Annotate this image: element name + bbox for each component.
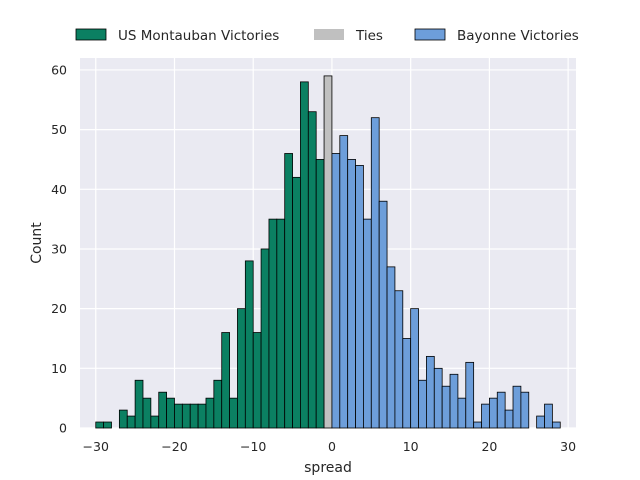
histogram-bar [410,308,419,429]
histogram-bar [457,397,467,429]
histogram-bar [315,159,325,429]
x-tick-label: 20 [481,439,497,454]
histogram-bar [252,332,262,429]
legend-label: US Montauban Victories [118,28,279,44]
histogram-bar [142,397,152,429]
histogram-bar [378,200,388,429]
histogram-bar [402,338,412,429]
histogram-bar [174,403,183,429]
histogram-bar [536,415,545,429]
histogram-bar [134,379,144,429]
histogram-bar [481,403,490,429]
histogram-bar [465,361,475,429]
x-tick-label: 10 [403,439,419,454]
histogram-bar [300,81,309,429]
histogram-bar [103,421,112,429]
y-tick-label: 50 [51,122,67,137]
y-axis-label: Count [29,222,45,264]
histogram-bar [449,373,459,429]
histogram-bar [181,403,191,429]
histogram-bar [118,409,128,429]
x-tick-label: 30 [560,439,576,454]
x-axis-label: spread [304,460,352,476]
histogram-bar [394,290,404,429]
histogram-bar [189,403,199,429]
histogram-bar [473,421,482,429]
histogram-bar [355,165,364,429]
histogram-bar [426,355,435,429]
histogram-bar [512,385,522,429]
histogram-bar [260,248,270,429]
histogram-bar [520,391,530,429]
legend-label: Ties [355,28,383,44]
histogram-bar [292,176,301,429]
histogram-bar [544,403,553,429]
histogram-bar [551,421,561,429]
histogram-bar [95,421,105,429]
y-tick-label: 10 [51,361,67,376]
x-tick-label: −30 [83,439,109,454]
y-tick-label: 30 [51,241,67,256]
histogram-bar [386,266,396,429]
legend: US Montauban Victories Ties Bayonne Victor… [75,28,579,44]
legend-swatch [314,29,344,40]
histogram-bar [347,159,356,429]
histogram-bar [150,415,160,429]
histogram-bar [441,385,451,429]
x-tick-label: −10 [240,439,266,454]
legend-swatch [75,28,107,41]
x-tick-label: −20 [161,439,187,454]
histogram-bar [221,332,230,429]
histogram-bar [126,415,136,429]
histogram-bar [363,218,372,429]
histogram-bar [496,391,506,429]
legend-entry: Bayonne Victories [414,28,579,44]
histogram-bar [370,117,380,429]
histogram-bar [433,367,443,429]
histogram-bar [213,379,223,429]
legend-entry: Ties [314,28,383,44]
histogram-bar [323,75,333,429]
histogram-bar [166,397,175,429]
y-tick-label: 40 [51,182,67,197]
histogram-bar [504,409,514,429]
histogram-bar [339,135,349,429]
histogram-bar [331,153,341,429]
legend-label: Bayonne Victories [457,28,579,44]
histogram-bar [307,111,317,429]
histogram-bar [205,397,215,429]
histogram-bar [488,397,498,429]
y-tick-label: 20 [51,301,67,316]
histogram-bar [284,153,293,429]
histogram-bar [244,260,254,429]
histogram-bar [268,218,278,429]
legend-swatch [414,28,446,41]
y-tick-label: 60 [51,62,67,77]
x-tick-label: 0 [328,439,336,454]
legend-entry: US Montauban Victories [75,28,279,44]
histogram-bar [276,218,286,429]
histogram-bar [237,308,246,429]
histogram-bar [158,391,168,429]
histogram-bar [197,403,207,429]
y-tick-label: 0 [59,421,67,436]
histogram-bar [418,379,427,429]
histogram-bar [229,397,238,429]
